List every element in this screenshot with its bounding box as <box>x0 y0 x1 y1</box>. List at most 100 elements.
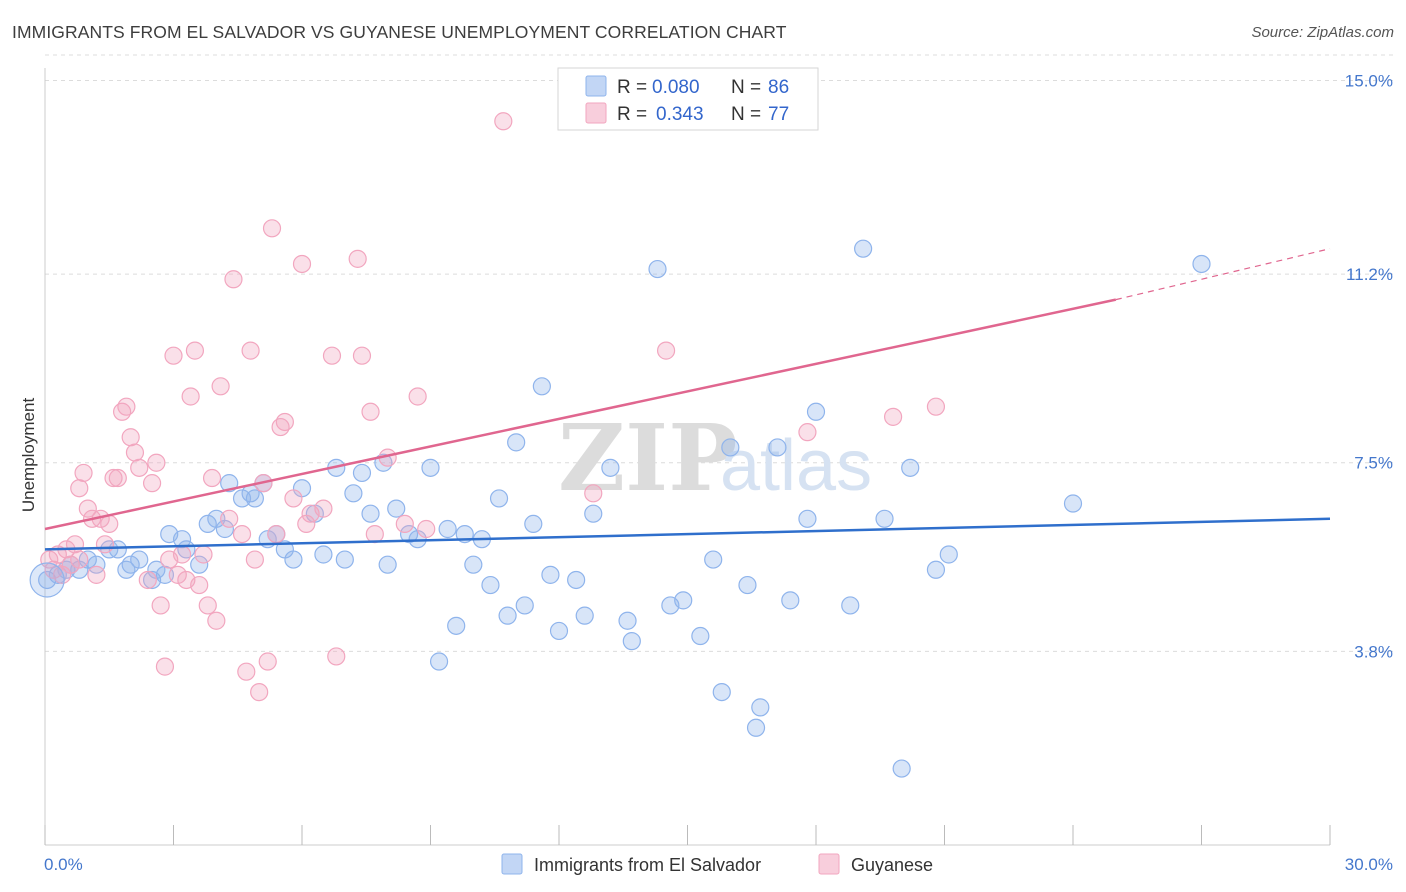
point-salvador-6 <box>87 555 106 574</box>
point-salvador-72 <box>721 438 740 457</box>
point-salvador-44 <box>421 458 440 477</box>
point-guyanese-44 <box>237 662 256 681</box>
point-salvador-10 <box>121 555 140 574</box>
point-guyanese-6 <box>65 535 85 554</box>
watermark: ZIP atlas <box>558 404 872 512</box>
trend-lines <box>44 248 1331 551</box>
legend-n-value-guyanese: 77 <box>768 104 789 125</box>
point-salvador-63 <box>601 458 620 477</box>
point-guyanese-70 <box>584 484 603 503</box>
point-guyanese-71 <box>656 341 676 360</box>
point-salvador-30 <box>284 550 303 569</box>
point-guyanese-8 <box>70 479 89 498</box>
point-salvador-41 <box>387 499 406 518</box>
legend-swatch-guyanese <box>585 102 607 124</box>
point-salvador-87 <box>1063 494 1083 513</box>
point-salvador-19 <box>198 514 217 534</box>
point-salvador-16 <box>172 530 192 549</box>
legend-r-value-salvador: 0.080 <box>652 77 700 98</box>
point-guyanese-41 <box>220 509 239 528</box>
point-guyanese-26 <box>151 596 170 615</box>
x-tick-label-0: 0.0% <box>44 855 83 874</box>
point-guyanese-37 <box>198 596 217 615</box>
point-guyanese-16 <box>104 468 123 488</box>
point-salvador-57 <box>532 377 551 396</box>
y-tick-label-3: 15.0% <box>1345 71 1393 90</box>
x-tick-label-1: 30.0% <box>1345 855 1393 874</box>
legend-box: R = 0.080 N = 86 R = 0.343 N = 77 <box>557 67 819 131</box>
point-guyanese-5 <box>61 555 80 574</box>
point-salvador-77 <box>781 591 800 610</box>
chart-title: IMMIGRANTS FROM EL SALVADOR VS GUYANESE … <box>12 22 787 42</box>
point-guyanese-43 <box>232 524 252 544</box>
point-salvador-81 <box>854 239 873 258</box>
legend-r-label-salvador: R = <box>617 77 647 98</box>
point-salvador-68 <box>674 591 693 610</box>
point-salvador-85 <box>926 560 946 579</box>
point-salvador-79 <box>806 402 826 421</box>
point-salvador-49 <box>464 555 483 574</box>
y-tick-label-0: 3.8% <box>1354 642 1393 661</box>
point-salvador-52 <box>489 489 509 508</box>
point-guyanese-74 <box>926 397 946 416</box>
x-tick-labels: 0.0% 30.0% <box>44 855 1393 874</box>
point-salvador-62 <box>584 504 603 523</box>
point-salvador-47 <box>447 616 466 635</box>
y-tick-label-2: 11.2% <box>1346 265 1393 284</box>
point-salvador-54 <box>507 433 526 452</box>
legend-n-label-salvador: N = <box>731 77 761 98</box>
point-salvador-56 <box>524 514 543 534</box>
point-salvador-65 <box>622 632 641 651</box>
point-guyanese-19 <box>117 397 136 416</box>
bottom-legend: Immigrants from El Salvador Guyanese <box>501 853 933 875</box>
point-salvador-21 <box>215 519 234 539</box>
point-salvador-61 <box>575 606 594 625</box>
point-guyanese-38 <box>202 468 222 488</box>
point-guyanese-58 <box>314 499 333 518</box>
watermark-zip: ZIP <box>558 404 737 512</box>
point-guyanese-9 <box>74 463 93 483</box>
y-axis-label: Unemployment <box>19 398 38 513</box>
bottom-legend-label-salvador: Immigrants from El Salvador <box>534 855 761 875</box>
point-guyanese-34 <box>185 341 205 360</box>
point-guyanese-64 <box>365 524 384 544</box>
point-salvador-25 <box>245 489 264 508</box>
point-salvador-33 <box>314 545 333 564</box>
point-salvador-84 <box>901 458 920 477</box>
source-label: Source: ZipAtlas.com <box>1251 24 1394 41</box>
point-salvador-73 <box>738 575 757 595</box>
point-salvador-75 <box>751 698 770 717</box>
point-guyanese-49 <box>258 652 277 671</box>
point-guyanese-21 <box>125 443 145 462</box>
point-guyanese-56 <box>297 514 316 534</box>
point-guyanese-51 <box>267 524 286 544</box>
trend-line-dashed-1 <box>1115 248 1331 301</box>
point-guyanese-40 <box>211 377 230 396</box>
point-guyanese-69 <box>494 112 513 131</box>
point-guyanese-73 <box>883 407 903 426</box>
trend-line-1 <box>44 298 1117 531</box>
point-guyanese-72 <box>798 423 817 442</box>
point-salvador-53 <box>498 606 517 625</box>
point-salvador-74 <box>746 718 766 737</box>
point-guyanese-42 <box>224 270 243 289</box>
legend-r-value-guyanese: 0.343 <box>656 104 704 125</box>
point-guyanese-46 <box>245 550 264 569</box>
point-guyanese-10 <box>78 499 97 518</box>
y-tick-label-1: 7.5% <box>1354 454 1393 473</box>
point-salvador-60 <box>567 570 586 590</box>
point-guyanese-55 <box>292 254 312 274</box>
point-guyanese-29 <box>164 346 183 365</box>
data-points <box>29 112 1211 778</box>
point-guyanese-27 <box>155 657 175 676</box>
point-salvador-42 <box>399 524 419 544</box>
point-guyanese-47 <box>250 682 269 702</box>
point-guyanese-61 <box>348 249 367 268</box>
point-salvador-45 <box>429 652 449 671</box>
legend-n-label-guyanese: N = <box>731 104 761 125</box>
point-salvador-55 <box>515 596 534 615</box>
point-guyanese-14 <box>95 535 115 554</box>
point-salvador-78 <box>798 509 817 528</box>
point-salvador-51 <box>481 575 500 595</box>
